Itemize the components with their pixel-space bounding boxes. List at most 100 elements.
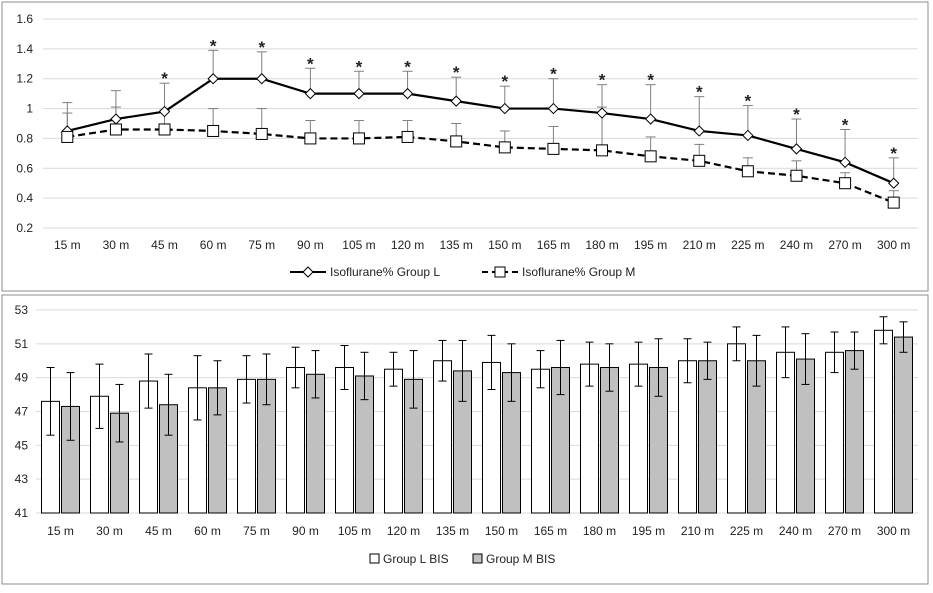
legend-label-group-m: Isoflurane% Group M <box>522 265 635 279</box>
y-tick-label: 1 <box>26 102 33 116</box>
y-tick-label: 1.2 <box>16 72 33 86</box>
x-tick-label: 150 m <box>488 238 521 252</box>
point-marker-diamond <box>596 107 608 119</box>
line-chart-panel <box>1 1 929 292</box>
x-tick-label: 120 m <box>391 238 424 252</box>
point-marker-diamond <box>693 125 705 137</box>
x-tick-label: 300 m <box>877 238 910 252</box>
point-marker-diamond <box>207 73 219 85</box>
x-tick-label: 195 m <box>632 524 665 538</box>
point-marker-square <box>741 165 754 178</box>
point-marker-diamond <box>644 113 657 125</box>
y-tick-label: 47 <box>15 405 29 419</box>
x-tick-label: 90 m <box>292 524 319 538</box>
x-tick-label: 105 m <box>342 238 375 252</box>
y-tick-label: 41 <box>15 506 29 520</box>
x-tick-label: 195 m <box>634 238 667 252</box>
legend-square-marker <box>494 266 506 278</box>
point-marker-diamond <box>401 87 414 100</box>
significance-asterisk: * <box>696 83 703 102</box>
x-tick-label: 120 m <box>387 524 420 538</box>
point-marker-square <box>158 123 171 136</box>
legend-label-group-l-bis: Group L BIS <box>383 552 449 566</box>
line-chart-x-tick-labels: 15 m 30 m 45 m 60 m 75 m 90 m 105 m 120 m 135 m 1… <box>54 238 910 252</box>
y-tick-label: 0.8 <box>16 131 33 145</box>
bar-group-l-bis <box>384 368 403 514</box>
point-marker-square <box>109 123 122 136</box>
bar-chart-y-tick-labels: 41 43 45 47 49 51 53 <box>15 303 29 520</box>
point-marker-square <box>887 196 900 209</box>
bar-chart-legend: Group L BIS Group M BIS <box>369 552 555 566</box>
point-marker-diamond <box>887 177 900 189</box>
x-tick-label: 225 m <box>731 238 764 252</box>
bar-group-m-bis <box>845 350 864 514</box>
x-tick-label: 135 m <box>440 238 473 252</box>
legend-swatch-group-m-bis <box>472 553 483 564</box>
bar-chart-bars <box>41 329 913 514</box>
x-tick-label: 15 m <box>54 238 81 252</box>
significance-asterisk: * <box>161 69 168 88</box>
point-marker-diamond <box>158 105 171 118</box>
legend-swatch-group-l-bis <box>369 553 380 564</box>
x-tick-label: 165 m <box>537 238 570 252</box>
x-tick-label: 180 m <box>583 524 616 538</box>
significance-asterisk: * <box>745 92 752 111</box>
x-tick-label: 225 m <box>730 524 763 538</box>
bar-group-l-bis <box>678 360 697 514</box>
significance-asterisk: * <box>453 63 460 82</box>
line-chart-legend: Isoflurane% Group L Isoflurane% Group M <box>290 265 635 279</box>
x-tick-label: 75 m <box>248 238 275 252</box>
point-marker-diamond <box>499 102 511 115</box>
legend-label-group-l: Isoflurane% Group L <box>330 265 440 279</box>
bar-group-l-bis <box>825 351 844 514</box>
y-tick-label: 1.6 <box>16 12 33 26</box>
x-tick-label: 45 m <box>145 524 172 538</box>
point-marker-square <box>498 141 511 154</box>
x-tick-label: 150 m <box>485 524 518 538</box>
y-tick-label: 0.6 <box>16 161 33 175</box>
point-marker-square <box>450 135 463 148</box>
point-marker-diamond <box>742 129 754 142</box>
line-chart-significance-marks: * * * * * * * * * * * * * * * * <box>161 36 897 162</box>
significance-asterisk: * <box>647 71 654 90</box>
point-marker-square <box>644 150 657 163</box>
significance-asterisk: * <box>307 54 314 73</box>
x-tick-label: 30 m <box>103 238 130 252</box>
y-tick-label: 0.4 <box>16 191 33 205</box>
point-marker-square <box>304 132 317 145</box>
x-tick-label: 270 m <box>828 238 861 252</box>
bar-chart-gridlines <box>36 309 918 514</box>
bar-group-m-bis <box>894 336 913 514</box>
point-marker-square <box>352 132 365 145</box>
point-marker-square <box>547 142 560 155</box>
y-tick-label: 51 <box>15 337 29 351</box>
x-tick-label: 210 m <box>681 524 714 538</box>
x-tick-label: 270 m <box>828 524 861 538</box>
x-tick-label: 30 m <box>96 524 123 538</box>
legend-diamond-marker <box>302 266 314 278</box>
significance-asterisk: * <box>210 36 217 55</box>
significance-asterisk: * <box>258 38 265 57</box>
point-marker-square <box>693 154 706 167</box>
x-tick-label: 15 m <box>47 524 74 538</box>
y-tick-label: 49 <box>15 371 29 385</box>
series-line-group-l <box>67 77 895 185</box>
bar-chart-x-tick-labels: 15 m 30 m 45 m 60 m 75 m 90 m 105 m 120 m 135 m 1… <box>47 524 910 538</box>
significance-asterisk: * <box>550 65 557 84</box>
x-tick-label: 180 m <box>585 238 618 252</box>
y-tick-label: 53 <box>15 303 29 317</box>
bar-chart-error-bars <box>46 316 908 443</box>
point-marker-diamond <box>353 87 365 100</box>
point-marker-square <box>61 130 74 143</box>
significance-asterisk: * <box>793 105 800 124</box>
y-tick-label: 43 <box>15 472 29 486</box>
legend-label-group-m-bis: Group M BIS <box>486 552 555 566</box>
point-marker-square <box>839 177 852 190</box>
x-tick-label: 240 m <box>780 238 813 252</box>
bar-group-m-bis <box>698 360 717 514</box>
x-tick-label: 135 m <box>436 524 469 538</box>
bar-group-l-bis <box>433 360 452 514</box>
significance-asterisk: * <box>890 144 897 163</box>
bar-group-l-bis <box>874 329 893 514</box>
